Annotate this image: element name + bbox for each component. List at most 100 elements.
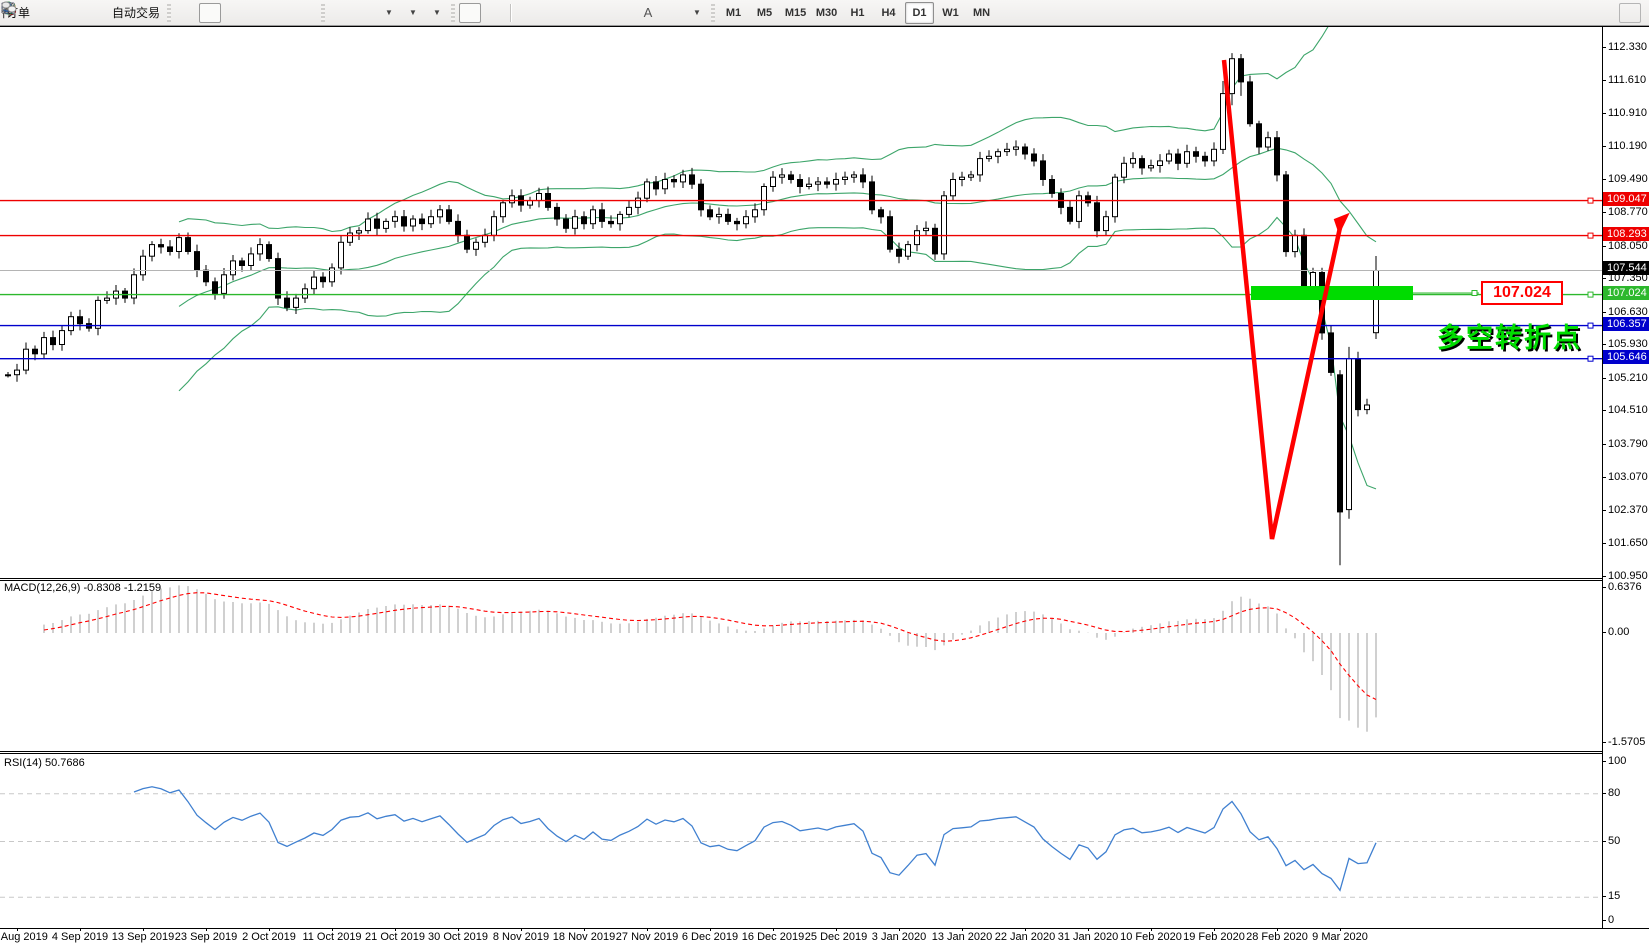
date-label: 19 Feb 2020 bbox=[1183, 931, 1245, 943]
chat-icon[interactable] bbox=[1, 1, 1641, 23]
timeframe-button-w1[interactable]: W1 bbox=[942, 6, 959, 19]
axis-tick bbox=[1602, 632, 1606, 633]
arrows-icon[interactable]: ▼ bbox=[3, 3, 707, 23]
line-anchor-handle[interactable] bbox=[1587, 322, 1594, 329]
timeframe-button-mn[interactable]: MN bbox=[972, 6, 991, 19]
macd-signal-line bbox=[43, 592, 1377, 700]
horizontal-line-icon[interactable] bbox=[2, 3, 563, 23]
rsi-label: RSI(14) 50.7686 bbox=[4, 757, 85, 769]
rsi-tick-label: 100 bbox=[1608, 755, 1627, 767]
rsi-tick-label: 15 bbox=[1608, 890, 1621, 902]
signal-icon[interactable] bbox=[1, 1, 107, 23]
add-indicator-icon[interactable]: ▼ bbox=[1, 2, 399, 23]
price-tag: 107.544 bbox=[1603, 261, 1649, 275]
price-tick-label: 110.910 bbox=[1608, 107, 1647, 119]
date-label: 9 Mar 2020 bbox=[1312, 931, 1368, 943]
rsi-pane[interactable] bbox=[0, 754, 1602, 929]
chevron-down-icon: ▼ bbox=[433, 8, 441, 17]
date-label: 16 Dec 2019 bbox=[741, 931, 805, 943]
timeframe-button-m15[interactable]: M15 bbox=[784, 6, 807, 19]
template-icon[interactable]: ▼ bbox=[1, 2, 447, 23]
timeframe-button-h1[interactable]: H1 bbox=[850, 6, 865, 19]
price-tick-label: 110.190 bbox=[1608, 140, 1647, 152]
fibonacci-icon[interactable]: F bbox=[2, 3, 635, 23]
crosshair-icon[interactable] bbox=[2, 2, 505, 23]
date-tick bbox=[395, 928, 396, 931]
date-label: 27 Nov 2019 bbox=[615, 931, 679, 943]
timeframe-button-m5[interactable]: M5 bbox=[756, 6, 773, 19]
auto-scroll-icon[interactable] bbox=[2, 3, 351, 23]
macd-tick-label: 0.00 bbox=[1608, 626, 1630, 638]
search-icon[interactable] bbox=[2, 2, 1617, 23]
pane-separator[interactable] bbox=[0, 751, 1602, 754]
date-label: 13 Sep 2019 bbox=[111, 931, 175, 943]
axis-tick bbox=[1602, 378, 1606, 379]
tile-windows-icon[interactable] bbox=[2, 3, 317, 23]
date-tick bbox=[647, 928, 648, 931]
period-clock-icon[interactable]: ▼ bbox=[2, 2, 423, 23]
text-label-icon[interactable]: T bbox=[2, 3, 683, 23]
axis-tick bbox=[1602, 312, 1606, 313]
terminal-icon[interactable] bbox=[1, 2, 83, 23]
line-anchor-handle[interactable] bbox=[1587, 291, 1594, 298]
date-label: 8 Nov 2019 bbox=[492, 931, 550, 943]
pane-separator[interactable] bbox=[0, 578, 1602, 581]
price-tick-label: 108.770 bbox=[1608, 206, 1648, 218]
price-callout-box[interactable]: 107.024 bbox=[1481, 281, 1563, 305]
toolbar-separator bbox=[510, 3, 513, 22]
line-anchor-handle[interactable] bbox=[1587, 355, 1594, 362]
axis-tick bbox=[1602, 278, 1606, 279]
axis-tick bbox=[1602, 510, 1606, 511]
timeframe-button-h4[interactable]: H4 bbox=[881, 6, 896, 19]
timeframe-button-m30[interactable]: M30 bbox=[815, 6, 838, 19]
trendline-icon[interactable] bbox=[2, 2, 587, 23]
rsi-chart-svg[interactable] bbox=[0, 754, 1602, 929]
trend-arrows[interactable] bbox=[1221, 59, 1350, 540]
date-tick bbox=[1025, 928, 1026, 931]
main-price-pane[interactable] bbox=[0, 27, 1602, 578]
price-tick-label: 104.510 bbox=[1608, 404, 1648, 416]
price-tick-label: 112.330 bbox=[1608, 41, 1647, 53]
line-anchor-handle[interactable] bbox=[1587, 197, 1594, 204]
date-label: 2 Oct 2019 bbox=[242, 931, 296, 943]
turning-point-annotation[interactable]: 多空转折点 bbox=[1437, 323, 1582, 353]
line-anchor-handle[interactable] bbox=[1587, 232, 1594, 239]
price-tick-label: 109.490 bbox=[1608, 173, 1648, 185]
date-label: 13 Jan 2020 bbox=[931, 931, 993, 943]
date-tick bbox=[206, 928, 207, 931]
zoom-out-icon[interactable] bbox=[2, 2, 293, 23]
history-center-icon[interactable] bbox=[2, 1, 59, 23]
price-tick-label: 105.930 bbox=[1608, 338, 1648, 350]
date-axis[interactable] bbox=[0, 928, 1649, 945]
price-chart-svg[interactable] bbox=[0, 27, 1602, 578]
vertical-line-icon[interactable] bbox=[7, 2, 539, 23]
zoom-in-icon[interactable] bbox=[2, 2, 269, 23]
price-tag: 105.646 bbox=[1603, 350, 1649, 364]
macd-chart-svg[interactable] bbox=[0, 581, 1602, 751]
axis-tick bbox=[1602, 896, 1606, 897]
chart-shift-icon[interactable] bbox=[2, 3, 375, 23]
date-tick bbox=[269, 928, 270, 931]
text-icon[interactable]: A bbox=[643, 5, 653, 20]
line-anchor-handle[interactable] bbox=[1471, 290, 1478, 296]
macd-pane[interactable] bbox=[0, 581, 1602, 751]
axis-tick bbox=[1602, 410, 1606, 411]
date-tick bbox=[143, 928, 144, 931]
date-label: 25 Dec 2019 bbox=[804, 931, 868, 943]
timeframe-button-m1[interactable]: M1 bbox=[725, 6, 742, 19]
price-tick-label: 108.050 bbox=[1608, 240, 1648, 252]
auto-trading-icon[interactable]: 自动交易 bbox=[1, 2, 163, 23]
candlestick-chart-icon[interactable] bbox=[1, 2, 222, 23]
price-tick-label: 106.630 bbox=[1608, 306, 1648, 318]
date-label: 10 Feb 2020 bbox=[1120, 931, 1182, 943]
date-tick bbox=[710, 928, 711, 931]
support-highlight-bar[interactable] bbox=[1251, 286, 1413, 300]
line-chart-icon[interactable] bbox=[1, 3, 245, 23]
bar-chart-icon[interactable] bbox=[1, 3, 197, 23]
timeframe-button-d1[interactable]: D1 bbox=[905, 1, 935, 24]
channel-icon[interactable]: E bbox=[1, 2, 611, 23]
date-label: 30 Oct 2019 bbox=[428, 931, 488, 943]
axis-tick bbox=[1602, 47, 1606, 48]
date-tick bbox=[1151, 928, 1152, 931]
cursor-icon[interactable] bbox=[5, 2, 482, 23]
